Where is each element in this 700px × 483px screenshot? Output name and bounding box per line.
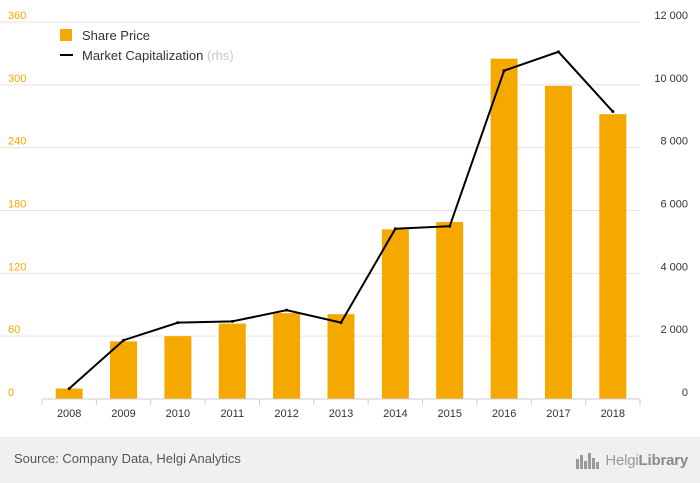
legend-swatch-share-price [60,29,72,41]
bar-share-price [490,58,518,400]
bar-share-price [436,222,464,399]
point-market-cap [339,321,343,325]
x-tick-label: 2015 [437,408,461,420]
point-market-cap [502,69,506,73]
right-tick-label: 0 [682,387,688,399]
gridlines [0,21,640,337]
left-tick-label: 0 [8,387,14,399]
helgi-library-logo: HelgiLibrary [575,449,688,471]
left-tick-label: 180 [8,199,26,211]
point-market-cap [611,110,615,114]
point-market-cap [122,338,126,342]
right-tick-label: 12 000 [654,10,688,22]
right-tick-label: 10 000 [654,73,688,85]
bar-share-price [110,341,138,399]
bar-share-price [273,313,301,399]
x-tick-label: 2016 [492,408,516,420]
legend-label-market-cap: Market Capitalization (rhs) [82,48,234,63]
logo-text-helgi: Helgi [605,451,639,469]
point-market-cap [176,321,180,325]
left-tick-label: 120 [8,261,26,273]
bar-share-price [381,229,409,399]
point-market-cap [230,319,234,323]
bar-share-price [544,85,572,399]
point-market-cap [448,224,452,228]
left-tick-label: 300 [8,73,26,85]
bar-share-price [164,336,192,399]
right-tick-label: 2 000 [660,324,688,336]
bar-share-price [218,323,246,399]
point-market-cap [393,227,397,231]
x-tick-label: 2008 [57,408,81,420]
right-tick-label: 8 000 [660,136,688,148]
right-tick-label: 4 000 [660,261,688,273]
city-skyline-icon [576,453,600,469]
source-note: Source: Company Data, Helgi Analytics [14,451,241,466]
legend-label-share-price: Share Price [82,28,150,43]
logo-text-library: Library [638,451,689,469]
legend: Share Price Market Capitalization (rhs) [60,28,234,63]
x-tick-label: 2013 [329,408,353,420]
x-axis: 2008 2009 2010 2011 2012 2013 2014 2015 2016 2017… [41,398,641,420]
right-tick-label: 6 000 [660,199,688,211]
right-axis-ticks: 0 2 000 4 000 6 000 8 000 10 000 12 000 [654,10,688,399]
x-tick-label: 2012 [274,408,298,420]
left-tick-label: 60 [8,324,20,336]
left-axis-ticks: 0 60 120 180 240 300 360 [8,10,26,399]
point-market-cap [67,387,71,391]
x-tick-label: 2014 [383,408,407,420]
point-market-cap [556,50,560,54]
x-tick-label: 2018 [601,408,625,420]
combo-chart: 0 60 120 180 240 300 360 0 2 000 4 000 6 000 8 000… [0,10,688,420]
footer: Source: Company Data, Helgi Analytics He… [0,437,700,483]
x-tick-label: 2011 [220,408,244,420]
point-market-cap [285,308,289,312]
share-price-bars [55,58,627,400]
bar-share-price [55,388,83,399]
bar-share-price [327,314,355,399]
bar-share-price [599,114,627,400]
x-tick-label: 2017 [546,408,570,420]
left-tick-label: 240 [8,136,26,148]
x-tick-label: 2010 [166,408,190,420]
market-cap-line [67,50,615,391]
left-tick-label: 360 [8,10,26,22]
x-tick-label: 2009 [111,408,135,420]
